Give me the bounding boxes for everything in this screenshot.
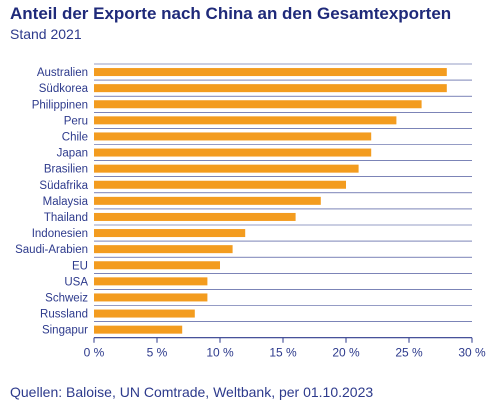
category-label: EU xyxy=(72,260,88,272)
category-label: Australien xyxy=(37,67,88,79)
x-tick-label: 30 % xyxy=(458,346,486,360)
chart-subtitle: Stand 2021 xyxy=(10,26,82,42)
category-label: Schweiz xyxy=(45,292,88,304)
bar-schweiz xyxy=(94,293,208,302)
category-label: Südkorea xyxy=(39,83,89,95)
category-label: Singapur xyxy=(42,325,88,337)
source-note: Quellen: Baloise, UN Comtrade, Weltbank,… xyxy=(10,384,374,400)
x-tick-label: 5 % xyxy=(147,346,168,360)
category-label: Philippinen xyxy=(32,99,88,111)
category-label: USA xyxy=(64,276,88,288)
bar-südkorea xyxy=(94,84,447,93)
category-label: Brasilien xyxy=(44,164,88,176)
bar-philippinen xyxy=(94,100,422,109)
bar-usa xyxy=(94,277,208,286)
category-label: Chile xyxy=(62,131,88,143)
bar-japan xyxy=(94,148,372,157)
category-label: Südafrika xyxy=(39,180,88,192)
bar-chile xyxy=(94,132,372,141)
category-label: Malaysia xyxy=(43,196,89,208)
bar-australien xyxy=(94,68,447,77)
category-label: Peru xyxy=(64,115,88,127)
x-tick-label: 10 % xyxy=(206,346,234,360)
x-tick-label: 15 % xyxy=(269,346,297,360)
chart-title: Anteil der Exporte nach China an den Ges… xyxy=(10,4,452,23)
bar-brasilien xyxy=(94,164,359,173)
category-label: Japan xyxy=(57,148,88,160)
x-tick-label: 20 % xyxy=(332,346,360,360)
bar-malaysia xyxy=(94,196,321,205)
bar-indonesien xyxy=(94,229,246,238)
category-label: Thailand xyxy=(44,212,88,224)
bar-singapur xyxy=(94,325,183,334)
category-label: Saudi-Arabien xyxy=(15,244,88,256)
bar-eu xyxy=(94,261,220,270)
x-tick-label: 0 % xyxy=(84,346,105,360)
bar-saudi-arabien xyxy=(94,245,233,254)
category-label: Russland xyxy=(40,309,88,321)
bar-peru xyxy=(94,116,397,125)
x-tick-label: 25 % xyxy=(395,346,423,360)
category-label: Indonesien xyxy=(32,228,88,240)
bar-russland xyxy=(94,309,195,318)
bar-südafrika xyxy=(94,180,346,189)
bar-thailand xyxy=(94,212,296,221)
